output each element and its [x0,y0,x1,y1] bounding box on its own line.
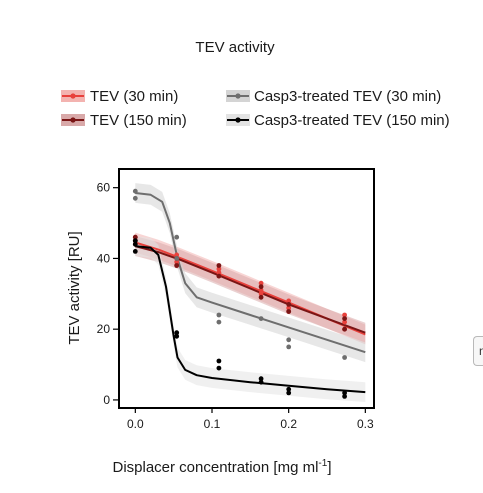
data-point-0 [258,280,264,286]
data-point-0 [286,298,292,304]
x-tick-label: 0.2 [280,417,297,431]
data-point-0 [216,270,222,275]
data-point-1 [258,284,264,290]
data-point-3 [174,333,180,339]
data-point-0 [216,266,222,272]
data-point-3 [258,379,264,385]
data-point-2 [286,337,292,343]
data-point-2 [216,319,222,325]
x-axis-label-sup: -1 [318,458,327,469]
legend-item-tev-150: TEV (150 min) [61,112,187,129]
data-point-3 [174,330,180,336]
legend-label-casp3-30: Casp3-treated TEV (30 min) [254,88,441,105]
data-point-3 [342,390,347,396]
data-point-1 [286,309,292,314]
x-axis-ticks: 0.0 0.1 0.2 0.3 [127,408,374,431]
legend-swatch-dot [235,93,241,99]
data-point-0 [258,287,264,293]
legend-swatch-dot [235,117,241,123]
data-point-2 [258,316,264,321]
legend-item-casp3-30: Casp3-treated TEV (30 min) [226,88,441,105]
data-point-0 [174,259,180,265]
data-point-0 [286,305,292,311]
data-point-0 [342,312,347,318]
x-axis-label-main: Displacer concentration [mg ml [113,459,319,476]
data-point-3 [258,376,264,382]
x-tick-label: 0.1 [204,417,221,431]
y-tick-label: 60 [97,181,111,195]
y-tick-label: 0 [103,393,110,407]
fit-line-3 [135,245,366,394]
data-point-3 [132,238,138,244]
data-point-2 [342,355,347,360]
legend-label-casp3-150: Casp3-treated TEV (150 min) [254,112,450,129]
data-point-3 [216,358,222,364]
legend-swatch-dot [70,93,76,99]
data-point-3 [132,249,138,254]
y-axis-ticks: 0 20 40 60 [97,181,119,407]
confidence-bands [135,183,366,402]
fit-curves [135,192,366,394]
data-point-0 [342,319,347,325]
data-point-3 [216,365,222,371]
data-point-1 [342,316,347,321]
data-point-2 [132,188,138,194]
data-point-3 [132,241,138,247]
fit-line-1 [135,245,366,334]
side-panel-tab-label: n [479,344,483,358]
data-point-0 [258,291,264,297]
data-point-0 [174,252,180,258]
y-tick-label: 20 [97,322,111,336]
data-points [132,188,347,399]
data-point-2 [174,256,180,261]
data-point-3 [342,394,347,399]
data-point-1 [132,234,138,240]
chart-title: TEV activity [195,39,275,56]
x-tick-label: 0.0 [127,417,144,431]
data-point-2 [216,312,222,318]
data-point-2 [286,344,292,350]
data-point-3 [286,386,292,392]
x-axis-label-end: ] [327,459,331,476]
legend-swatch-dot [70,117,76,123]
data-point-1 [216,263,222,268]
side-panel-tab[interactable]: n [473,336,483,366]
data-point-2 [174,234,180,240]
data-point-1 [342,326,347,332]
data-point-2 [132,195,138,201]
legend-label-tev-150: TEV (150 min) [90,112,187,129]
confidence-band-2 [135,183,366,363]
x-tick-label: 0.3 [357,417,374,431]
data-point-1 [258,294,264,300]
legend: TEV (30 min) TEV (150 min) Casp3-treated… [61,88,450,129]
legend-item-casp3-150: Casp3-treated TEV (150 min) [226,112,450,129]
data-point-1 [286,302,292,307]
plot-frame [118,168,375,409]
data-point-1 [216,273,222,279]
data-point-1 [174,263,180,268]
fit-line-2 [135,192,366,354]
legend-label-tev-30: TEV (30 min) [90,88,178,105]
legend-item-tev-30: TEV (30 min) [61,88,178,105]
data-point-3 [286,390,292,396]
x-axis-label: Displacer concentration [mg ml-1] [113,458,332,476]
y-tick-label: 40 [97,251,111,265]
y-axis-label: TEV activity [RU] [66,231,83,344]
